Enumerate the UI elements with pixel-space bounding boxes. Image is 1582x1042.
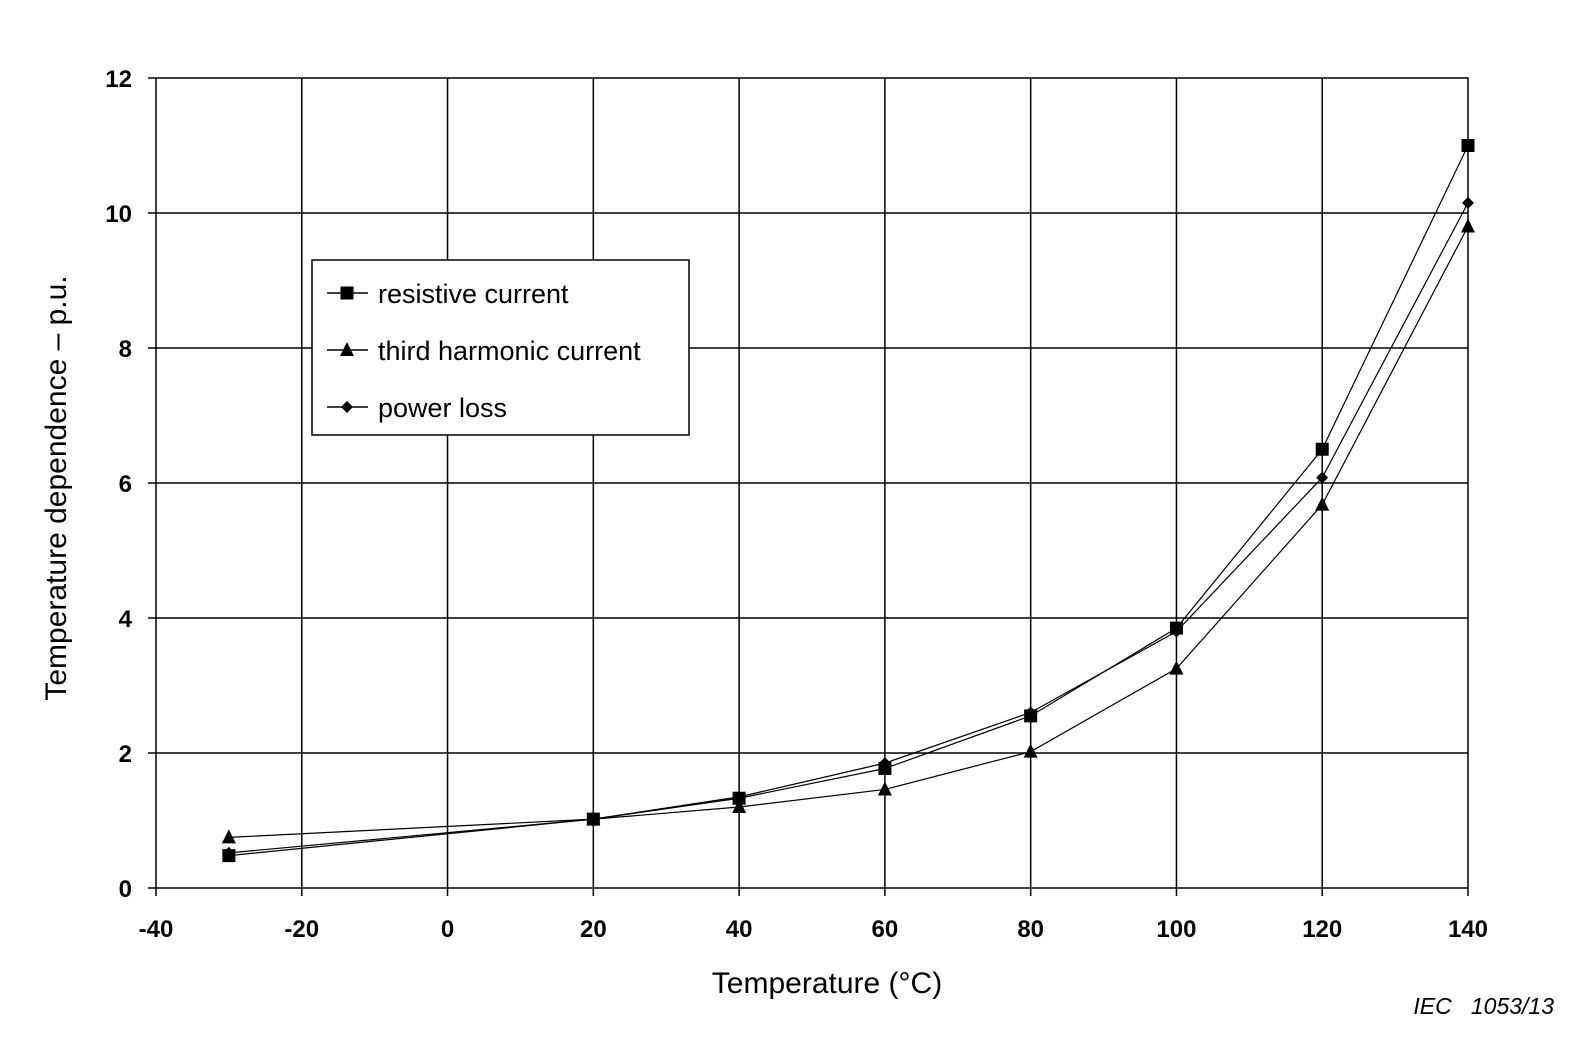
- x-tick-label: -40: [139, 916, 174, 943]
- x-tick-label: 140: [1448, 916, 1488, 943]
- series-third-harmonic-current: [221, 218, 1475, 844]
- y-tick-label: 2: [119, 741, 132, 768]
- data-point: [222, 846, 235, 859]
- data-point: [733, 790, 746, 803]
- legend: resistive current third harmonic current p…: [311, 259, 690, 436]
- y-tick-label: 4: [119, 606, 133, 633]
- legend-label: resistive current: [378, 279, 569, 309]
- data-point: [221, 829, 236, 844]
- data-point: [1170, 625, 1183, 638]
- x-tick-label: 100: [1156, 916, 1196, 943]
- legend-label: third harmonic current: [378, 336, 641, 366]
- axis-ticks: -40 -20 0 20 40 60 80 100 120 140 0 2 4 6 8 10 12: [105, 66, 1488, 943]
- legend-entry: third harmonic current: [327, 336, 641, 366]
- data-point: [877, 781, 892, 796]
- x-tick-label: 120: [1302, 916, 1342, 943]
- legend-marker: [340, 342, 354, 356]
- data-point: [1023, 743, 1038, 758]
- series-lines: [221, 139, 1475, 863]
- data-point: [1462, 196, 1474, 209]
- legend-entry: resistive current: [327, 279, 569, 309]
- legend-box: [311, 259, 690, 436]
- y-tick-label: 10: [105, 201, 132, 228]
- data-point: [1316, 471, 1329, 484]
- y-tick-label: 8: [119, 336, 132, 363]
- legend-marker: [340, 286, 354, 300]
- data-point: [1461, 139, 1475, 152]
- data-point: [878, 757, 891, 770]
- legend-entry: power loss: [327, 393, 507, 423]
- data-point: [1461, 218, 1475, 233]
- data-point: [732, 799, 747, 813]
- y-tick-label: 0: [119, 876, 132, 903]
- data-point: [1024, 706, 1037, 719]
- data-point: [587, 813, 600, 826]
- data-point: [1315, 496, 1330, 511]
- data-point: [1315, 442, 1329, 456]
- legend-marker: [341, 401, 353, 413]
- source-note: IEC 1053/13: [1413, 993, 1554, 1019]
- series-power-loss: [222, 196, 1474, 859]
- y-tick-label: 12: [105, 66, 132, 93]
- x-tick-label: 0: [441, 916, 454, 943]
- x-tick-label: 80: [1017, 916, 1044, 943]
- x-tick-label: 60: [872, 916, 899, 943]
- data-point: [1169, 660, 1184, 675]
- series-line: [228, 202, 1469, 854]
- legend-label: power loss: [378, 393, 507, 423]
- y-axis-title: Temperature dependence – p.u.: [40, 275, 73, 700]
- y-tick-label: 6: [119, 471, 132, 498]
- x-axis-title: Temperature (°C): [712, 967, 942, 1000]
- x-tick-label: 40: [726, 916, 753, 943]
- x-tick-label: -20: [284, 916, 319, 943]
- series-line: [228, 226, 1469, 838]
- x-tick-label: 20: [580, 916, 607, 943]
